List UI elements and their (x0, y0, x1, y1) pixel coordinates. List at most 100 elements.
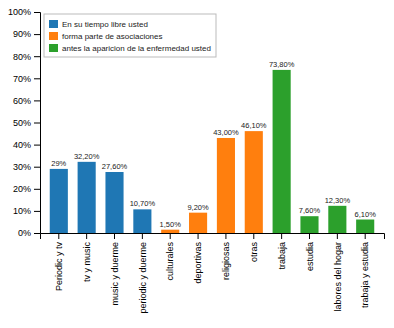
legend-swatch (49, 32, 58, 40)
x-tick-label: religiosas (221, 242, 231, 281)
x-tick-label: otras (249, 242, 259, 263)
chart: 0%10%20%30%40%50%60%70%80%90%100%Periodi… (0, 0, 394, 328)
x-tick: labores del hogar (332, 233, 342, 312)
bar (133, 233, 151, 234)
y-tick: 10% (13, 206, 40, 216)
bar (78, 162, 96, 233)
data-label: 12,30% (325, 196, 351, 205)
x-tick-label: music y duerme (110, 242, 120, 306)
y-tick-label: 60% (13, 96, 31, 106)
x-tick-label: Periodic y tv (54, 242, 64, 292)
bar-series (50, 162, 152, 233)
x-tick-label: trabaja y estudia (360, 242, 370, 308)
x-tick: estudia (305, 233, 315, 271)
data-label: 43,00% (213, 128, 239, 137)
y-tick-mark (34, 233, 40, 234)
x-tick-label: deportivas (193, 242, 203, 284)
y-tick-label: 80% (13, 52, 31, 62)
x-tick-mark (170, 233, 171, 239)
bar (245, 131, 263, 233)
legend-item: antes la aparicion de la enfermedad uste… (49, 44, 211, 53)
x-tick: periodic y duerme (138, 233, 148, 314)
data-labels: 29%32,20%27,60%10,70%1,50%9,20%43,00%46,… (51, 60, 376, 229)
x-tick: religiosas (221, 233, 231, 280)
y-tick-label: 0% (18, 228, 31, 238)
x-tick-mark (86, 233, 87, 239)
bar (189, 233, 207, 234)
y-tick-mark (34, 211, 40, 212)
x-tick-mark (114, 233, 115, 239)
data-label: 73,80% (269, 60, 295, 69)
y-tick-mark (34, 189, 40, 190)
bar (50, 169, 68, 233)
y-tick-label: 30% (13, 162, 31, 172)
bar (161, 233, 179, 234)
x-tick-label: estudia (305, 242, 315, 271)
legend-item: forma parte de asociaciones (49, 32, 163, 41)
bar (217, 233, 235, 234)
y-tick-label: 40% (13, 140, 31, 150)
y-tick-mark (34, 145, 40, 146)
x-tick: otras (249, 233, 259, 262)
y-tick: 0% (18, 228, 40, 238)
x-tick-mark (365, 233, 366, 239)
legend-swatch (49, 44, 58, 52)
x-tick-mark (198, 233, 199, 239)
axis-line (34, 13, 41, 234)
y-tick-mark (34, 167, 40, 168)
bar (245, 233, 263, 234)
data-label: 7,60% (299, 206, 321, 215)
y-tick-label: 10% (13, 206, 31, 216)
y-tick-mark (34, 12, 40, 13)
data-label: 29% (51, 159, 66, 168)
bar (300, 216, 318, 233)
y-tick: 60% (13, 96, 40, 106)
legend-label: forma parte de asociaciones (62, 32, 163, 41)
bar (50, 233, 68, 234)
x-axis: Periodic y tv tv y music music y duerme per… (41, 233, 385, 314)
legend-box (44, 14, 216, 57)
x-tick: deportivas (193, 233, 203, 284)
y-tick: 20% (13, 184, 40, 194)
y-tick-mark (34, 123, 40, 124)
x-tick-mark (142, 233, 143, 239)
x-tick-mark (253, 233, 254, 239)
x-tick-label: culturales (165, 242, 175, 281)
data-label: 10,70% (130, 199, 156, 208)
bar (105, 233, 123, 234)
y-tick-mark (34, 34, 40, 35)
x-tick-mark (58, 233, 59, 239)
bar (161, 230, 179, 233)
bar (105, 233, 123, 234)
y-tick-label: 100% (8, 7, 31, 17)
x-tick: tv y music (82, 233, 92, 282)
plot: 0%10%20%30%40%50%60%70%80%90%100%Periodi… (8, 7, 385, 313)
y-tick: 70% (13, 74, 40, 84)
x-tick-mark (309, 233, 310, 239)
legend-swatch (49, 20, 58, 28)
data-label: 1,50% (160, 220, 182, 229)
bar (328, 206, 346, 233)
x-tick: music y duerme (110, 233, 120, 306)
legend-label: antes la aparicion de la enfermedad uste… (62, 44, 211, 53)
x-tick-mark (337, 233, 338, 239)
y-tick-mark (34, 78, 40, 79)
bar (50, 233, 68, 234)
y-tick-mark (34, 56, 40, 57)
x-tick-label: periodic y duerme (138, 242, 148, 314)
bar (273, 70, 291, 233)
x-tick: trabaja (277, 233, 287, 270)
bar (78, 233, 96, 234)
x-tick: trabaja y estudia (360, 233, 370, 308)
y-axis: 0%10%20%30%40%50%60%70%80%90%100% (8, 7, 41, 238)
y-tick-label: 90% (13, 29, 31, 39)
bar (105, 172, 123, 233)
data-label: 9,20% (187, 203, 209, 212)
bar (217, 138, 235, 233)
bar-series (161, 131, 263, 233)
x-tick-mark (281, 233, 282, 239)
legend-label: En su tiempo libre usted (62, 20, 148, 29)
y-tick-label: 20% (13, 184, 31, 194)
bars (50, 70, 375, 233)
bar (356, 220, 374, 233)
